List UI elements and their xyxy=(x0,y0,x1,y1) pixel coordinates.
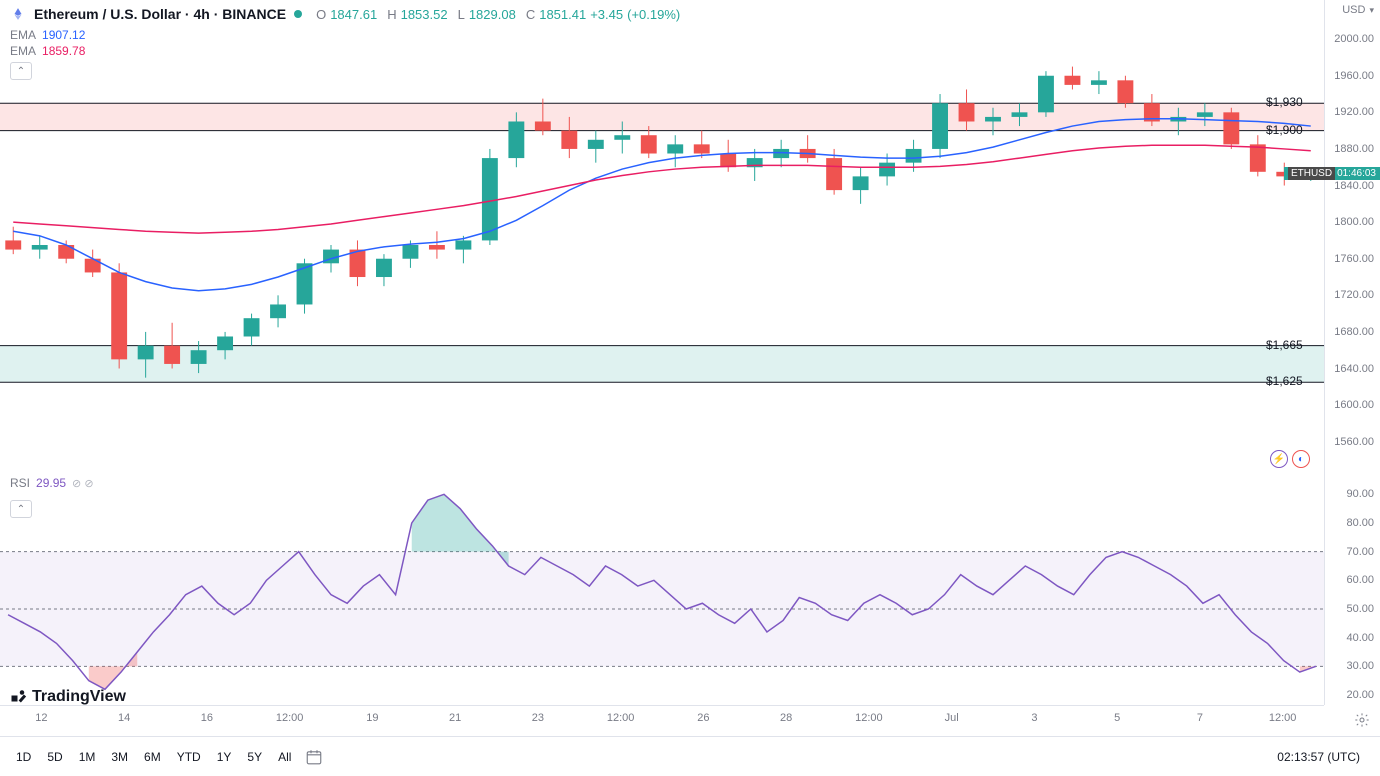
rsi-y-axis[interactable]: 20.0030.0040.0050.0060.0070.0080.0090.00 xyxy=(1324,470,1380,705)
currency-selector[interactable]: USD▾ xyxy=(1342,4,1374,16)
timeframe-buttons: 1D5D1M3M6MYTD1Y5YAll xyxy=(10,746,297,768)
zone-price-label: $1,625 xyxy=(1266,374,1303,388)
chart-watermark-icons: ⚡ ◐ xyxy=(1270,450,1310,468)
bolt-icon: ⚡ xyxy=(1270,450,1288,468)
timeframe-ytd[interactable]: YTD xyxy=(171,746,207,768)
timeframe-1m[interactable]: 1M xyxy=(73,746,102,768)
tradingview-logo[interactable]: TradingView xyxy=(10,688,126,706)
zone-price-label: $1,930 xyxy=(1266,95,1303,109)
timeframe-1y[interactable]: 1Y xyxy=(211,746,238,768)
price-y-axis[interactable]: USD▾ 1560.001600.001640.001680.001720.00… xyxy=(1324,0,1380,470)
time-axis[interactable]: 12141612:0019212312:00262812:00Jul35712:… xyxy=(0,705,1324,735)
timeframe-5y[interactable]: 5Y xyxy=(241,746,268,768)
timeframe-6m[interactable]: 6M xyxy=(138,746,167,768)
footer-bar: 1D5D1M3M6MYTD1Y5YAll 02:13:57 (UTC) xyxy=(0,736,1380,776)
timeframe-3m[interactable]: 3M xyxy=(105,746,134,768)
calendar-icon[interactable] xyxy=(305,748,323,766)
zone-price-label: $1,665 xyxy=(1266,338,1303,352)
flag-icon: ◐ xyxy=(1292,450,1310,468)
timeframe-all[interactable]: All xyxy=(272,746,297,768)
current-price-badge: ETHUSD01:46:03 xyxy=(1284,167,1380,180)
time-display[interactable]: 02:13:57 (UTC) xyxy=(1277,750,1360,764)
timeframe-1d[interactable]: 1D xyxy=(10,746,37,768)
settings-icon[interactable] xyxy=(1354,712,1370,728)
timeframe-5d[interactable]: 5D xyxy=(41,746,68,768)
zone-price-label: $1,900 xyxy=(1266,123,1303,137)
price-chart[interactable] xyxy=(0,0,1324,470)
rsi-panel[interactable]: RSI 29.95 ⊘ ⊘ ⌃ xyxy=(0,470,1324,705)
